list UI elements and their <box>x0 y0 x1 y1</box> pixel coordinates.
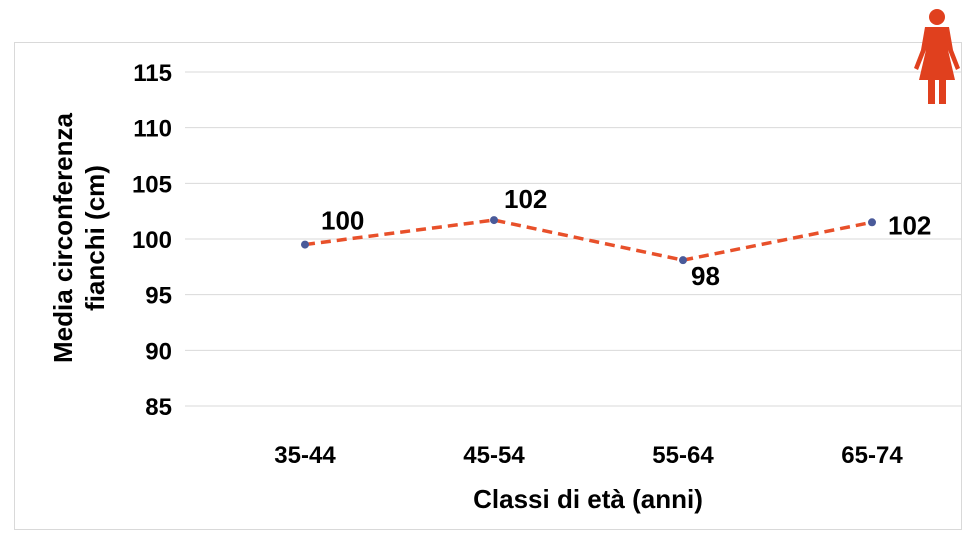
y-tick-labels: 85 90 95 100 105 110 115 <box>132 60 172 421</box>
data-label: 102 <box>888 210 931 240</box>
x-tick-label: 65-74 <box>841 442 903 469</box>
x-tick-label: 45-54 <box>463 442 525 469</box>
data-label: 100 <box>321 206 364 236</box>
y-tick-label: 95 <box>145 283 172 310</box>
data-labels: 100 102 98 102 <box>321 184 931 291</box>
y-tick-label: 100 <box>132 227 172 254</box>
data-point <box>679 256 687 265</box>
x-tick-label: 55-64 <box>652 442 714 469</box>
y-axis-title-line2: fianchi (cm) <box>80 165 110 311</box>
data-label: 98 <box>691 261 720 291</box>
y-tick-label: 110 <box>133 116 172 143</box>
gridlines <box>185 71 962 407</box>
y-axis-title-line1: Media circonferenza <box>48 112 78 363</box>
y-axis-title: Media circonferenza fianchi (cm) <box>48 112 110 363</box>
x-tick-label: 35-44 <box>274 442 336 469</box>
chart-frame <box>14 42 962 530</box>
data-point <box>490 216 498 225</box>
series-line-path <box>304 218 873 262</box>
series-line <box>301 216 876 265</box>
woman-icon <box>914 9 960 104</box>
data-label: 102 <box>504 184 547 214</box>
y-tick-label: 115 <box>133 60 172 87</box>
data-point <box>301 240 309 249</box>
y-tick-label: 85 <box>145 394 172 421</box>
x-tick-labels: 35-44 45-54 55-64 65-74 <box>274 442 903 469</box>
y-tick-label: 105 <box>132 171 172 198</box>
x-axis-title: Classi di età (anni) <box>473 484 703 514</box>
data-point <box>868 218 876 227</box>
y-tick-label: 90 <box>145 338 172 365</box>
